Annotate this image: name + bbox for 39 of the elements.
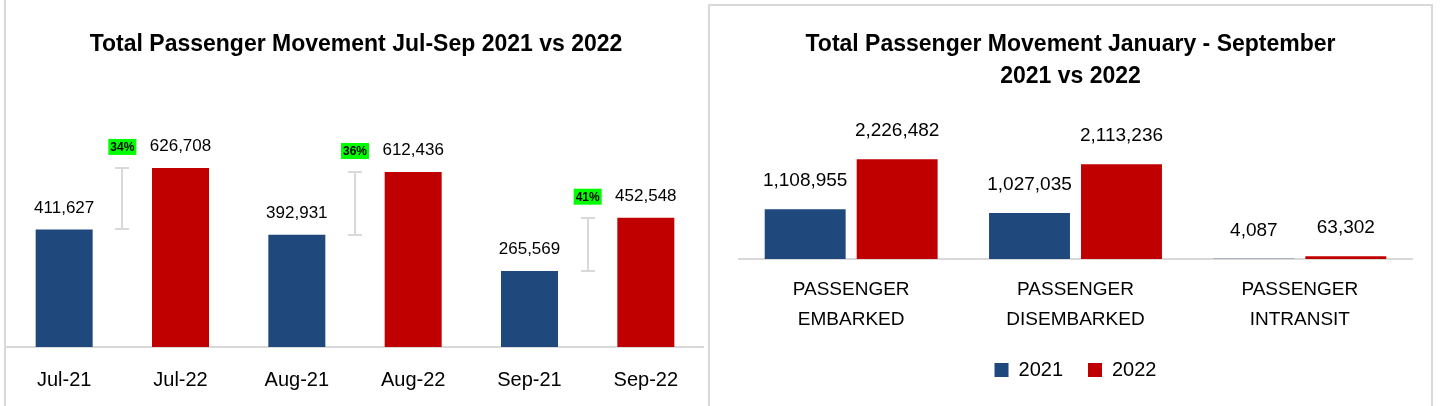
data-label: 411,627 [34,197,95,217]
text: 36% [342,144,368,159]
x-tick-label: Sep-21 [497,367,562,390]
x-tick-label: Aug-22 [380,367,446,390]
x-tick-label: Sep-22 [613,367,679,390]
bar [989,212,1070,259]
x-tick-label: Aug-21 [264,367,330,390]
data-label: 452,548 [615,185,677,205]
data-label: 63,302 [1316,215,1375,237]
annotation: 41% [575,190,600,205]
data-label: 612,436 [382,140,444,160]
bar [384,172,442,347]
data-label: 265,569 [498,239,561,259]
bar [35,229,93,347]
chart-title: Total Passenger Movement January - September 2021 vs 2022 [804,29,1337,90]
bar [764,209,846,259]
data-label: 626,708 [149,136,212,156]
text: 34% [110,140,135,155]
data-label: 2,113,236 [1079,124,1164,146]
x-tick-label: PASSENGER EMBARKED [792,278,910,330]
bar [152,167,209,347]
bar [856,159,938,259]
bar [268,234,326,347]
bar [1081,164,1162,259]
legend-label: 2021 [1018,357,1064,380]
data-label: 392,931 [266,202,328,222]
x-tick-label: PASSENGER DISEMBARKED [1006,278,1145,330]
legend-label: 2022 [1112,357,1157,380]
bar [617,217,675,347]
data-label: 1,108,955 [762,169,848,191]
chart-title: Total Passenger Movement Jul-Sep 2021 vs 2022 [88,29,624,58]
x-tick-label: Jul-21 [36,367,92,390]
x-tick-label: Jul-22 [153,367,208,390]
x-tick-label: PASSENGER INTRANSIT [1241,278,1359,330]
data-label: 2,226,482 [854,118,940,140]
data-label: 1,027,035 [987,172,1072,194]
bar [1305,256,1387,259]
data-label: 4,087 [1230,218,1278,240]
bar [501,271,558,347]
